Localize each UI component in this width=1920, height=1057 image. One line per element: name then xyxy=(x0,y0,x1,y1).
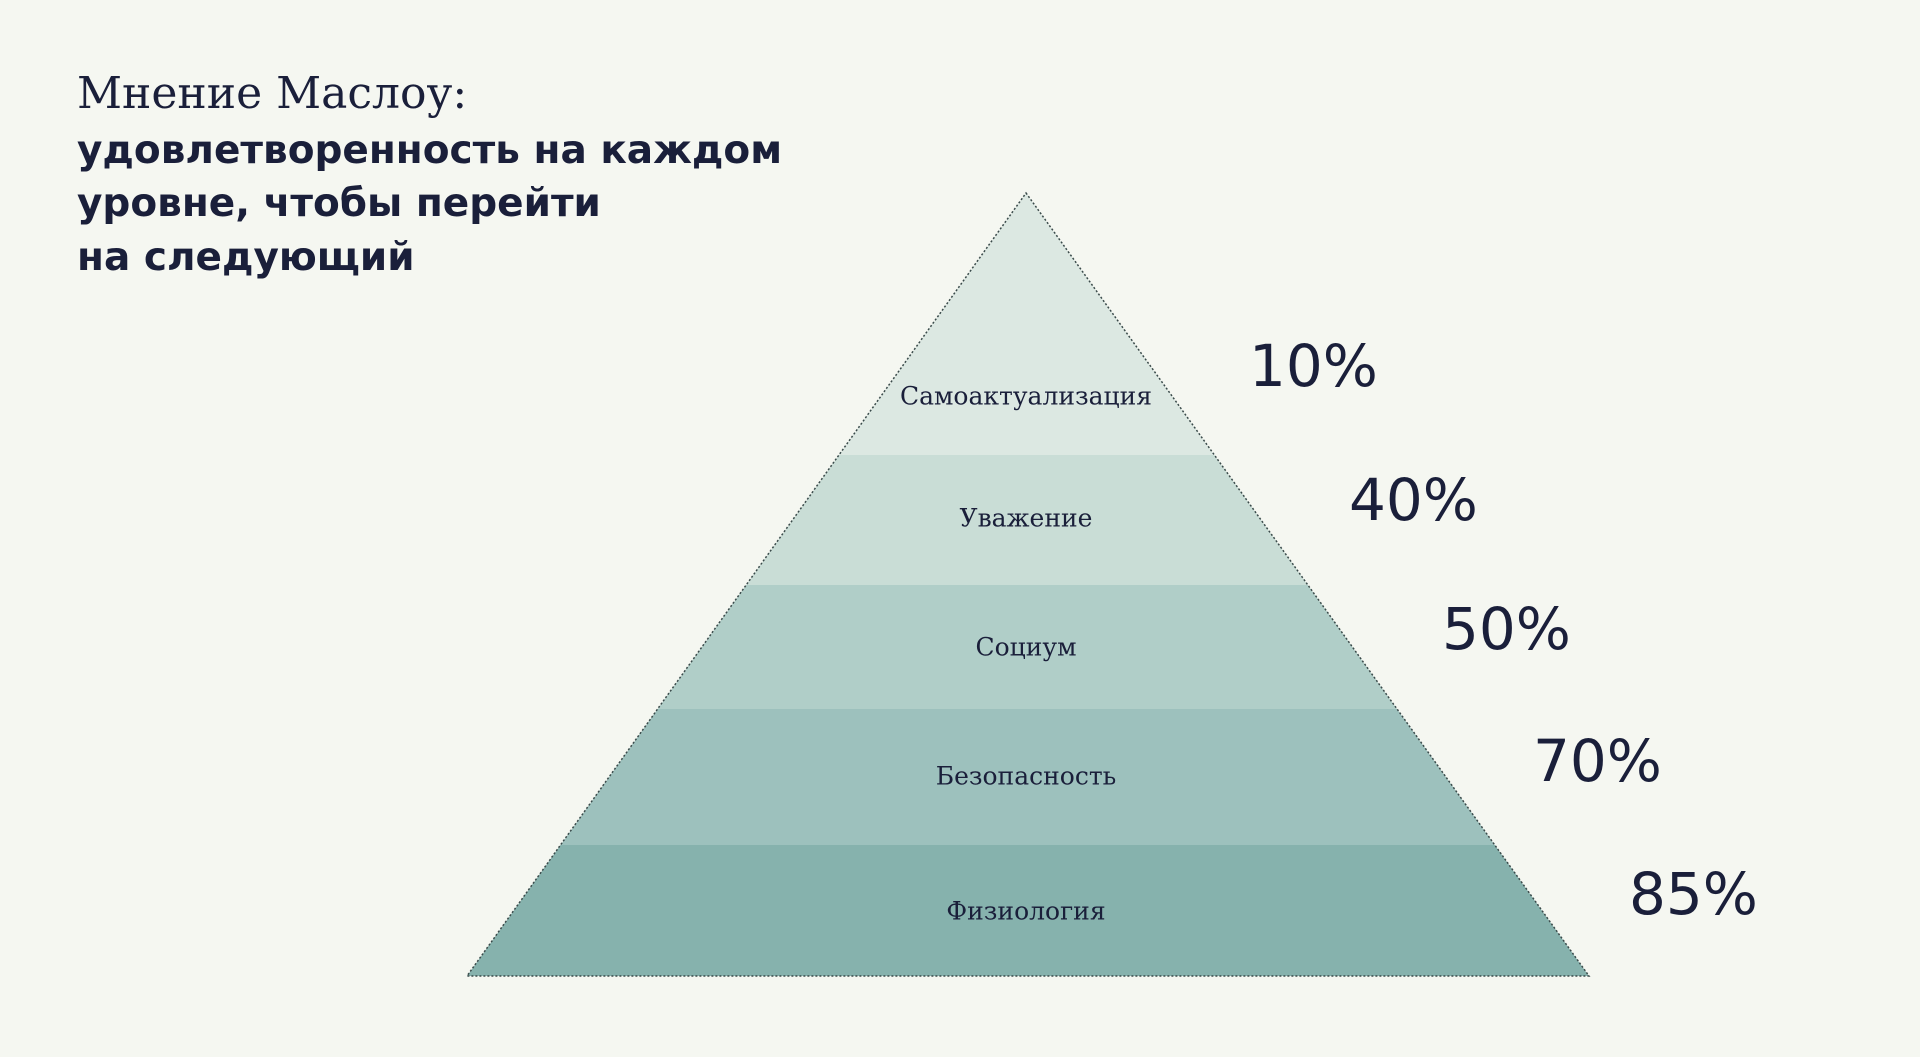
pyramid-level xyxy=(657,585,1398,709)
level-label: Социум xyxy=(975,633,1076,662)
level-label: Самоактуализация xyxy=(900,382,1152,411)
title-bold: уровне, чтобы перейти xyxy=(77,181,601,226)
level-share: 70% xyxy=(1533,727,1662,795)
pyramid: Самоактуализация 10% Уважение 40% Социум 50% Б… xyxy=(465,191,1758,977)
level-share: 50% xyxy=(1442,595,1571,663)
level-label: Безопасность xyxy=(936,762,1117,791)
pyramid-level xyxy=(467,845,1589,976)
level-share: 10% xyxy=(1249,332,1378,400)
pyramid-level xyxy=(746,455,1308,585)
level-share: 40% xyxy=(1349,466,1478,534)
level-label: Физиология xyxy=(946,897,1105,926)
pyramid-level xyxy=(560,709,1495,845)
pyramid-level xyxy=(838,193,1215,455)
title-light: Мнение Маслоу: xyxy=(77,68,467,119)
pyramid-outline xyxy=(465,191,1591,977)
title-bold: удовлетворенность на каждом xyxy=(77,128,782,173)
level-label: Уважение xyxy=(960,504,1093,533)
level-share: 85% xyxy=(1629,860,1758,928)
title-bold: на следующий xyxy=(77,235,415,280)
